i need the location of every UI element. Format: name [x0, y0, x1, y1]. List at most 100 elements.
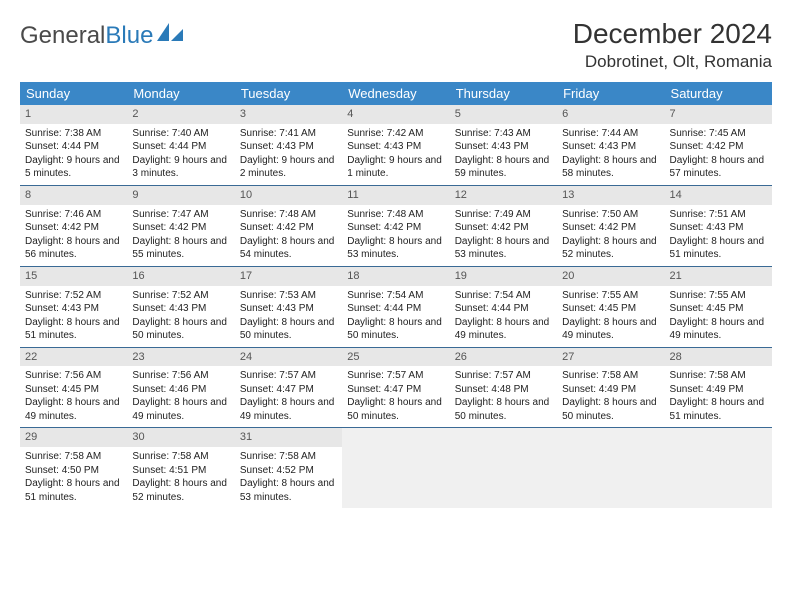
day-body: Sunrise: 7:47 AMSunset: 4:42 PMDaylight:… — [127, 205, 234, 266]
sunrise-text: Sunrise: 7:56 AM — [132, 369, 229, 383]
day-number: 18 — [342, 267, 449, 286]
sunrise-text: Sunrise: 7:38 AM — [25, 127, 122, 141]
sunset-text: Sunset: 4:48 PM — [455, 383, 552, 397]
header: GeneralBlue December 2024 Dobrotinet, Ol… — [20, 18, 772, 72]
daylight-text: Daylight: 8 hours and 54 minutes. — [240, 235, 337, 262]
sunset-text: Sunset: 4:46 PM — [132, 383, 229, 397]
day-body: Sunrise: 7:38 AMSunset: 4:44 PMDaylight:… — [20, 124, 127, 185]
day-body: Sunrise: 7:54 AMSunset: 4:44 PMDaylight:… — [450, 286, 557, 347]
day-cell: 5Sunrise: 7:43 AMSunset: 4:43 PMDaylight… — [450, 105, 557, 185]
sunset-text: Sunset: 4:47 PM — [240, 383, 337, 397]
sunset-text: Sunset: 4:43 PM — [132, 302, 229, 316]
sunrise-text: Sunrise: 7:54 AM — [455, 289, 552, 303]
sunrise-text: Sunrise: 7:57 AM — [347, 369, 444, 383]
sunrise-text: Sunrise: 7:52 AM — [25, 289, 122, 303]
sunrise-text: Sunrise: 7:57 AM — [455, 369, 552, 383]
day-header-cell: Friday — [557, 82, 664, 105]
day-cell: 16Sunrise: 7:52 AMSunset: 4:43 PMDayligh… — [127, 267, 234, 347]
day-body: Sunrise: 7:57 AMSunset: 4:47 PMDaylight:… — [342, 366, 449, 427]
sunrise-text: Sunrise: 7:41 AM — [240, 127, 337, 141]
sunrise-text: Sunrise: 7:58 AM — [562, 369, 659, 383]
title-block: December 2024 Dobrotinet, Olt, Romania — [573, 18, 772, 72]
sunset-text: Sunset: 4:42 PM — [670, 140, 767, 154]
logo-sail-icon — [157, 22, 183, 50]
sunrise-text: Sunrise: 7:58 AM — [132, 450, 229, 464]
day-cell: 6Sunrise: 7:44 AMSunset: 4:43 PMDaylight… — [557, 105, 664, 185]
daylight-text: Daylight: 8 hours and 50 minutes. — [562, 396, 659, 423]
day-body: Sunrise: 7:50 AMSunset: 4:42 PMDaylight:… — [557, 205, 664, 266]
day-cell: 27 Sunrise: 7:58 AMSunset: 4:49 PMDayligh… — [557, 348, 664, 428]
day-header-cell: Sunday — [20, 82, 127, 105]
daylight-text: Daylight: 9 hours and 1 minute. — [347, 154, 444, 181]
day-cell: 22Sunrise: 7:56 AMSunset: 4:45 PMDayligh… — [20, 348, 127, 428]
sunrise-text: Sunrise: 7:40 AM — [132, 127, 229, 141]
day-body: Sunrise: 7:40 AMSunset: 4:44 PMDaylight:… — [127, 124, 234, 185]
day-cell: 3Sunrise: 7:41 AMSunset: 4:43 PMDaylight… — [235, 105, 342, 185]
sunrise-text: Sunrise: 7:44 AM — [562, 127, 659, 141]
daylight-text: Daylight: 8 hours and 49 minutes. — [132, 396, 229, 423]
weeks-container: 1Sunrise: 7:38 AMSunset: 4:44 PMDaylight… — [20, 105, 772, 508]
daylight-text: Daylight: 8 hours and 52 minutes. — [132, 477, 229, 504]
sunrise-text: Sunrise: 7:54 AM — [347, 289, 444, 303]
day-number: 8 — [20, 186, 127, 205]
sunset-text: Sunset: 4:43 PM — [455, 140, 552, 154]
day-header-cell: Thursday — [450, 82, 557, 105]
day-body: Sunrise: 7:58 AMSunset: 4:52 PMDaylight:… — [235, 447, 342, 508]
daylight-text: Daylight: 8 hours and 49 minutes. — [25, 396, 122, 423]
daylight-text: Daylight: 8 hours and 53 minutes. — [455, 235, 552, 262]
sunrise-text: Sunrise: 7:47 AM — [132, 208, 229, 222]
day-number: 24 — [235, 348, 342, 367]
day-number: 5 — [450, 105, 557, 124]
empty-cell — [665, 428, 772, 508]
sunset-text: Sunset: 4:44 PM — [455, 302, 552, 316]
sunset-text: Sunset: 4:43 PM — [562, 140, 659, 154]
sunrise-text: Sunrise: 7:43 AM — [455, 127, 552, 141]
day-number: 30 — [127, 428, 234, 447]
daylight-text: Daylight: 8 hours and 52 minutes. — [562, 235, 659, 262]
week-row: 1Sunrise: 7:38 AMSunset: 4:44 PMDaylight… — [20, 105, 772, 186]
sunset-text: Sunset: 4:43 PM — [25, 302, 122, 316]
day-number: 23 — [127, 348, 234, 367]
sunrise-text: Sunrise: 7:56 AM — [25, 369, 122, 383]
day-cell: 31Sunrise: 7:58 AMSunset: 4:52 PMDayligh… — [235, 428, 342, 508]
logo-text-blue: Blue — [105, 22, 153, 50]
day-number: 25 — [342, 348, 449, 367]
week-row: 15Sunrise: 7:52 AMSunset: 4:43 PMDayligh… — [20, 267, 772, 348]
daylight-text: Daylight: 9 hours and 2 minutes. — [240, 154, 337, 181]
day-body: Sunrise: 7:57 AMSunset: 4:48 PMDaylight:… — [450, 366, 557, 427]
day-number: 31 — [235, 428, 342, 447]
day-body: Sunrise: 7:41 AMSunset: 4:43 PMDaylight:… — [235, 124, 342, 185]
day-cell: 1Sunrise: 7:38 AMSunset: 4:44 PMDaylight… — [20, 105, 127, 185]
day-body: Sunrise: 7:49 AMSunset: 4:42 PMDaylight:… — [450, 205, 557, 266]
month-title: December 2024 — [573, 18, 772, 50]
day-number: 12 — [450, 186, 557, 205]
sunset-text: Sunset: 4:44 PM — [132, 140, 229, 154]
sunset-text: Sunset: 4:42 PM — [25, 221, 122, 235]
sunrise-text: Sunrise: 7:58 AM — [240, 450, 337, 464]
day-body: Sunrise: 7:42 AMSunset: 4:43 PMDaylight:… — [342, 124, 449, 185]
sunset-text: Sunset: 4:47 PM — [347, 383, 444, 397]
day-cell: 26Sunrise: 7:57 AMSunset: 4:48 PMDayligh… — [450, 348, 557, 428]
daylight-text: Daylight: 8 hours and 50 minutes. — [455, 396, 552, 423]
day-number: 3 — [235, 105, 342, 124]
sunset-text: Sunset: 4:43 PM — [670, 221, 767, 235]
day-body: Sunrise: 7:58 AMSunset: 4:51 PMDaylight:… — [127, 447, 234, 508]
day-cell: 15Sunrise: 7:52 AMSunset: 4:43 PMDayligh… — [20, 267, 127, 347]
sunrise-text: Sunrise: 7:48 AM — [347, 208, 444, 222]
sunset-text: Sunset: 4:44 PM — [25, 140, 122, 154]
day-cell: 13Sunrise: 7:50 AMSunset: 4:42 PMDayligh… — [557, 186, 664, 266]
sunrise-text: Sunrise: 7:53 AM — [240, 289, 337, 303]
day-number: 16 — [127, 267, 234, 286]
sunrise-text: Sunrise: 7:55 AM — [670, 289, 767, 303]
daylight-text: Daylight: 9 hours and 3 minutes. — [132, 154, 229, 181]
sunrise-text: Sunrise: 7:57 AM — [240, 369, 337, 383]
day-number: 10 — [235, 186, 342, 205]
sunrise-text: Sunrise: 7:46 AM — [25, 208, 122, 222]
day-cell: 2Sunrise: 7:40 AMSunset: 4:44 PMDaylight… — [127, 105, 234, 185]
daylight-text: Daylight: 8 hours and 50 minutes. — [347, 316, 444, 343]
sunset-text: Sunset: 4:49 PM — [562, 383, 659, 397]
day-number: 27 — [557, 348, 664, 367]
day-number: 2 — [127, 105, 234, 124]
daylight-text: Daylight: 9 hours and 5 minutes. — [25, 154, 122, 181]
daylight-text: Daylight: 8 hours and 49 minutes. — [455, 316, 552, 343]
